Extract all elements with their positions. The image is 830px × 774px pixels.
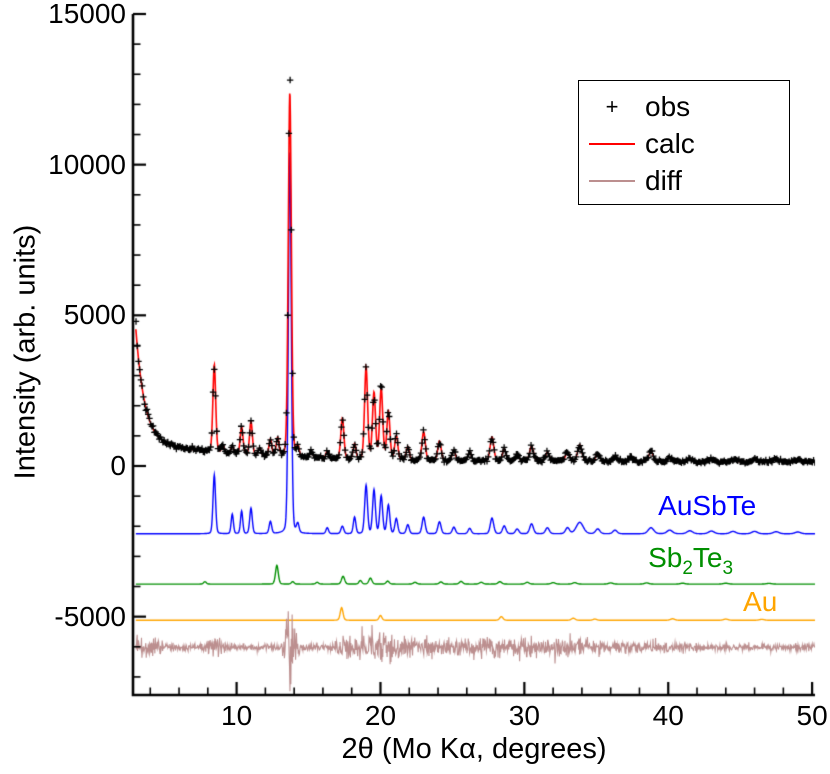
phase-label-au: Au [743, 585, 778, 617]
diff-swatch-area [579, 179, 645, 182]
obs-plus-marker-icon: + [605, 93, 619, 119]
obs-swatch-area: + [579, 93, 645, 119]
sb2te3-label-subscript: 2 [682, 557, 693, 579]
calc-swatch-area [579, 142, 645, 145]
x-axis-title: 2θ (Mo Kα, degrees) [341, 733, 607, 765]
diff-line-swatch [589, 179, 635, 182]
legend-label-calc: calc [645, 127, 695, 159]
sb2te3-label-subscript: 3 [722, 557, 734, 579]
calc-line-swatch [589, 142, 635, 145]
sb2te3-label-part: Sb [648, 541, 683, 573]
legend-item-diff: diff [579, 162, 789, 199]
legend-item-calc: calc [579, 125, 789, 162]
phase-label-ausbte: AuSbTe [658, 489, 757, 521]
phase-label-sb2te3: Sb2Te3 [648, 541, 734, 579]
legend-label-diff: diff [645, 164, 682, 196]
sb2te3-label-part: Te [692, 541, 723, 573]
legend-label-obs: obs [645, 90, 691, 122]
legend: + obs calc diff [578, 80, 790, 205]
legend-item-obs: + obs [579, 88, 789, 125]
y-axis-title: Intensity (arb. units) [9, 224, 42, 480]
